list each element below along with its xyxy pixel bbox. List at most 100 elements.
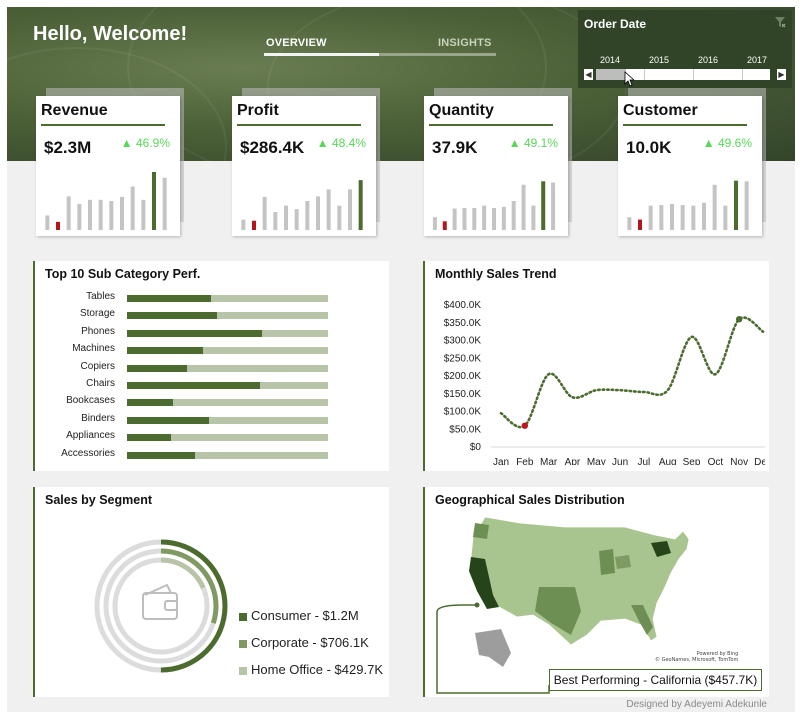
x-tick-label: Dec xyxy=(754,457,765,465)
wallet-icon xyxy=(142,583,178,620)
map-new-york xyxy=(651,541,671,557)
kpi-bar xyxy=(511,201,516,230)
kpi-divider xyxy=(429,124,553,126)
legend-swatch-corporate xyxy=(239,640,247,648)
kpi-value: 37.9K xyxy=(432,138,478,157)
kpi-bar xyxy=(541,181,546,230)
category-label: Bookcases xyxy=(66,395,115,407)
category-label: Accessories xyxy=(61,447,115,459)
kpi-bar xyxy=(130,186,135,230)
map-attribution: Powered by Bing © GeoNames, Microsoft, T… xyxy=(655,651,738,663)
kpi-bar xyxy=(432,217,437,230)
kpi-change-value: 49.1% xyxy=(523,136,558,150)
kpi-bar xyxy=(326,189,331,230)
kpi-bar xyxy=(670,203,674,230)
category-label: Appliances xyxy=(66,430,115,442)
kpi-bar xyxy=(531,205,536,230)
timeline-scroll-left-icon[interactable]: ◀ xyxy=(584,69,593,80)
kpi-bar xyxy=(702,202,706,230)
kpi-bar xyxy=(262,196,267,230)
category-label: Copiers xyxy=(80,360,115,372)
tab-insights-indicator xyxy=(379,53,496,56)
kpi-sparkbars xyxy=(432,181,556,230)
kpi-change-value: 49.6% xyxy=(717,136,752,150)
best-performing-callout: Best Performing - California ($457.7K) xyxy=(549,669,762,691)
kpi-bar xyxy=(501,206,506,230)
kpi-card-quantity: Quantity 37.9K ▲ 49.1% xyxy=(424,96,568,236)
timeline-year-2017[interactable]: 2017 xyxy=(747,55,768,65)
category-label: Tables xyxy=(86,291,115,302)
x-tick-label: Mar xyxy=(540,457,558,465)
legend-swatch-home-office xyxy=(239,667,247,675)
category-bar-track xyxy=(127,416,328,424)
y-tick-label: $400.0K xyxy=(444,300,482,311)
order-date-timeline[interactable]: Order Date 2014 2015 2016 2017 ◀ ▶ xyxy=(578,10,792,88)
map-attribution-line-2: © GeoNames, Microsoft, TomTom xyxy=(655,657,739,663)
timeline-selection[interactable] xyxy=(596,69,626,80)
kpi-card-profit: Profit $286.4K ▲ 48.4% xyxy=(232,96,376,236)
ring-home-office xyxy=(112,557,210,655)
legend-corporate: Corporate - $706.1K xyxy=(251,635,369,650)
panel-title: Monthly Sales Trend xyxy=(435,267,557,281)
category-bar xyxy=(127,347,204,355)
kpi-bar xyxy=(452,208,457,230)
kpi-bar xyxy=(627,217,632,230)
category-bar-track xyxy=(127,364,328,372)
panel-segment: Sales by Segment Consumer - $1.2M Corpor… xyxy=(33,487,389,697)
kpi-change-value: 48.4% xyxy=(331,136,366,150)
y-tick-label: $150.0K xyxy=(444,389,482,400)
ring-corporate xyxy=(103,548,219,664)
kpi-bar xyxy=(691,205,696,230)
callout-connector-curve xyxy=(436,604,464,612)
kpi-bar xyxy=(712,184,717,230)
kpi-change: ▲ 49.6% xyxy=(702,136,752,150)
clear-filter-icon[interactable] xyxy=(774,16,786,28)
kpi-bar xyxy=(120,196,124,230)
tab-insights[interactable]: INSIGHTS xyxy=(438,37,492,49)
legend-swatch-consumer xyxy=(239,613,247,621)
map-ohio xyxy=(615,555,631,569)
kpi-card-revenue: Revenue $2.3M ▲ 46.9% xyxy=(36,96,180,236)
x-tick-label: Aug xyxy=(659,457,677,465)
timeline-scroll-right-icon[interactable]: ▶ xyxy=(777,69,786,80)
kpi-bar xyxy=(744,181,749,230)
timeline-year-2016[interactable]: 2016 xyxy=(698,55,719,65)
kpi-bar xyxy=(648,205,653,230)
kpi-change-value: 46.9% xyxy=(135,136,170,150)
category-bar-track xyxy=(127,382,328,389)
x-tick-label: Jul xyxy=(638,457,651,465)
map-alaska xyxy=(475,629,511,667)
kpi-sparkbars xyxy=(627,180,749,230)
category-label: Binders xyxy=(81,412,115,424)
x-tick-label: May xyxy=(587,457,606,465)
category-bar xyxy=(127,364,188,372)
category-bar-track xyxy=(127,347,328,355)
category-bar xyxy=(127,451,196,459)
kpi-title: Customer xyxy=(623,102,698,119)
kpi-bar xyxy=(305,201,310,230)
category-bar-track xyxy=(127,451,328,459)
segment-ring-chart xyxy=(94,539,228,673)
kpi-bar xyxy=(680,205,685,230)
kpi-bar xyxy=(551,182,556,230)
timeline-year-2015[interactable]: 2015 xyxy=(649,55,670,65)
timeline-year-2014[interactable]: 2014 xyxy=(600,55,621,65)
kpi-bar xyxy=(252,220,256,230)
map-texas xyxy=(535,587,581,635)
kpi-bar xyxy=(659,205,664,230)
kpi-bar xyxy=(734,180,738,230)
map-attribution-line-1: Powered by Bing xyxy=(696,651,739,657)
y-tick-label: $100.0K xyxy=(444,407,482,418)
kpi-value: 10.0K xyxy=(626,138,672,157)
kpi-bar xyxy=(66,196,71,230)
timeline-track[interactable] xyxy=(596,69,770,80)
kpi-title: Profit xyxy=(237,102,279,119)
x-tick-label: Apr xyxy=(565,457,581,465)
x-tick-label: Nov xyxy=(730,457,748,465)
ring-consumer xyxy=(94,539,228,673)
kpi-bar xyxy=(521,184,526,230)
kpi-bar xyxy=(141,199,146,230)
tab-overview[interactable]: OVERVIEW xyxy=(266,37,327,49)
y-tick-label: $0 xyxy=(470,442,482,453)
panel-title: Top 10 Sub Category Perf. xyxy=(45,267,201,281)
